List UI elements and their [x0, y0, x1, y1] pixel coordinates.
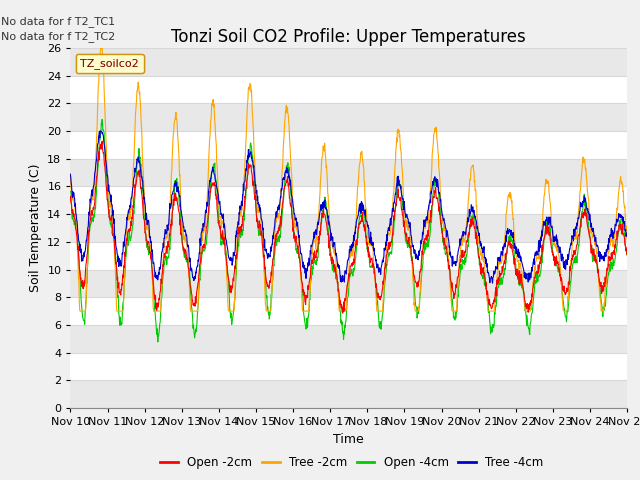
X-axis label: Time: Time — [333, 432, 364, 445]
Tree -2cm — [191, 308, 199, 314]
Open -2cm — [558, 277, 566, 283]
Tree -2cm — [623, 236, 631, 242]
Open -2cm — [339, 310, 347, 316]
Line: Tree -2cm: Tree -2cm — [70, 48, 627, 311]
Tree -4cm — [67, 172, 74, 178]
Open -4cm — [178, 228, 186, 234]
Bar — [70, 214, 627, 242]
Tree -4cm — [509, 234, 516, 240]
Bar — [70, 325, 627, 353]
Tree -4cm — [623, 233, 631, 239]
Open -2cm — [509, 249, 516, 255]
Line: Open -2cm: Open -2cm — [70, 141, 627, 313]
Bar — [70, 48, 627, 76]
Tree -2cm — [76, 308, 84, 314]
Legend: TZ_soilco2: TZ_soilco2 — [76, 54, 143, 73]
Tree -2cm — [67, 171, 74, 177]
Line: Tree -4cm: Tree -4cm — [70, 131, 627, 283]
Open -4cm — [191, 332, 199, 337]
Bar — [70, 380, 627, 408]
Tree -4cm — [558, 258, 566, 264]
Bar — [70, 270, 627, 297]
Open -2cm — [177, 230, 185, 236]
Tree -4cm — [489, 280, 497, 286]
Open -2cm — [623, 252, 631, 258]
Tree -2cm — [97, 45, 104, 51]
Open -4cm — [253, 216, 261, 222]
Open -2cm — [99, 138, 106, 144]
Open -4cm — [436, 204, 444, 210]
Open -2cm — [436, 211, 444, 217]
Open -4cm — [558, 284, 566, 290]
Tree -2cm — [178, 211, 186, 217]
Open -2cm — [191, 300, 198, 306]
Tree -4cm — [191, 276, 198, 282]
Tree -4cm — [177, 208, 185, 214]
Open -4cm — [623, 251, 631, 257]
Tree -2cm — [253, 206, 261, 212]
Tree -4cm — [253, 188, 260, 193]
Open -2cm — [253, 219, 260, 225]
Y-axis label: Soil Temperature (C): Soil Temperature (C) — [29, 164, 42, 292]
Tree -4cm — [436, 190, 444, 195]
Open -4cm — [509, 240, 516, 246]
Tree -4cm — [97, 128, 104, 134]
Tree -2cm — [509, 211, 516, 216]
Bar — [70, 159, 627, 186]
Open -4cm — [99, 117, 106, 122]
Open -4cm — [67, 189, 74, 194]
Tree -2cm — [558, 285, 566, 290]
Bar — [70, 103, 627, 131]
Title: Tonzi Soil CO2 Profile: Upper Temperatures: Tonzi Soil CO2 Profile: Upper Temperatur… — [172, 28, 526, 47]
Text: No data for f T2_TC1: No data for f T2_TC1 — [1, 16, 115, 27]
Legend: Open -2cm, Tree -2cm, Open -4cm, Tree -4cm: Open -2cm, Tree -2cm, Open -4cm, Tree -4… — [156, 452, 548, 474]
Open -4cm — [154, 339, 162, 345]
Line: Open -4cm: Open -4cm — [70, 120, 627, 342]
Text: No data for f T2_TC2: No data for f T2_TC2 — [1, 32, 115, 42]
Open -2cm — [67, 193, 74, 199]
Tree -2cm — [436, 177, 444, 183]
